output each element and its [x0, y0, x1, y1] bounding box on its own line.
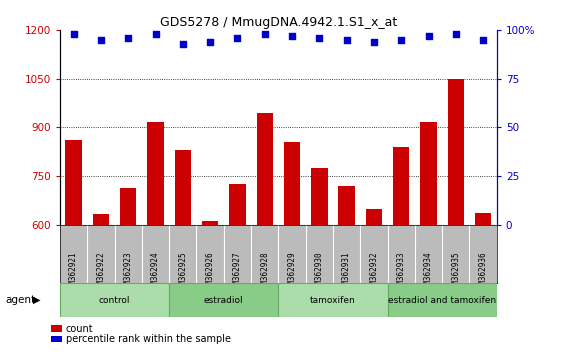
Text: estradiol and tamoxifen: estradiol and tamoxifen: [388, 296, 496, 304]
Text: GSM362932: GSM362932: [369, 251, 379, 293]
Point: [451, 31, 460, 37]
Bar: [393, 147, 409, 225]
Point: [178, 41, 187, 46]
Bar: [93, 214, 109, 225]
Text: count: count: [66, 324, 93, 333]
Bar: [229, 184, 246, 225]
Text: tamoxifen: tamoxifen: [310, 296, 356, 304]
Point: [424, 33, 433, 39]
Bar: [365, 209, 382, 225]
Text: GSM362934: GSM362934: [424, 251, 433, 293]
Point: [397, 37, 406, 42]
Text: GSM362921: GSM362921: [69, 251, 78, 293]
Text: GSM362922: GSM362922: [96, 251, 106, 293]
Point: [478, 37, 488, 42]
Bar: [66, 140, 82, 225]
Point: [151, 31, 160, 37]
Point: [69, 31, 78, 37]
Text: GSM362928: GSM362928: [260, 251, 269, 293]
Bar: [311, 168, 328, 225]
Bar: [279, 283, 388, 317]
Point: [315, 35, 324, 41]
Text: GSM362931: GSM362931: [342, 251, 351, 293]
Text: GSM362925: GSM362925: [178, 251, 187, 293]
Point: [260, 31, 270, 37]
Text: agent: agent: [6, 295, 36, 305]
Text: GSM362929: GSM362929: [288, 251, 296, 293]
Bar: [202, 221, 218, 225]
Text: percentile rank within the sample: percentile rank within the sample: [66, 334, 231, 344]
Point: [369, 39, 379, 45]
Bar: [147, 121, 164, 225]
Point: [233, 35, 242, 41]
Bar: [284, 142, 300, 225]
Point: [124, 35, 133, 41]
Point: [342, 37, 351, 42]
Bar: [448, 79, 464, 225]
Bar: [120, 188, 136, 225]
Bar: [256, 113, 273, 225]
Text: GSM362935: GSM362935: [451, 251, 460, 293]
Text: GSM362933: GSM362933: [397, 251, 406, 293]
Bar: [175, 150, 191, 225]
Bar: [60, 283, 169, 317]
Text: GSM362927: GSM362927: [233, 251, 242, 293]
Text: estradiol: estradiol: [204, 296, 244, 304]
Text: GSM362936: GSM362936: [478, 251, 488, 293]
Bar: [420, 121, 437, 225]
Text: GSM362924: GSM362924: [151, 251, 160, 293]
Text: GSM362930: GSM362930: [315, 251, 324, 293]
Text: ▶: ▶: [33, 295, 41, 305]
Text: control: control: [99, 296, 130, 304]
Title: GDS5278 / MmugDNA.4942.1.S1_x_at: GDS5278 / MmugDNA.4942.1.S1_x_at: [160, 16, 397, 29]
Text: GSM362923: GSM362923: [124, 251, 132, 293]
Point: [287, 33, 296, 39]
Point: [206, 39, 215, 45]
Bar: [475, 213, 491, 225]
Bar: [339, 186, 355, 225]
Text: GSM362926: GSM362926: [206, 251, 215, 293]
Bar: [169, 283, 279, 317]
Bar: [388, 283, 497, 317]
Point: [96, 37, 106, 42]
